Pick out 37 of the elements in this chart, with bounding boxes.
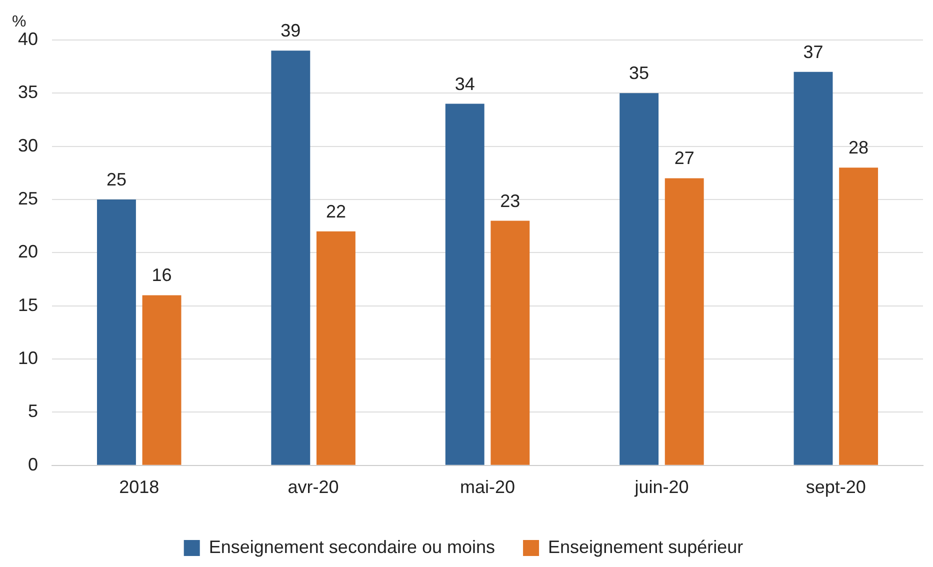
y-tick-label: 40 (18, 28, 38, 49)
bar (142, 295, 182, 465)
data-label: 34 (454, 74, 475, 94)
x-tick-label: 2018 (119, 477, 160, 498)
bar (316, 231, 356, 465)
data-label: 23 (500, 190, 520, 211)
x-tick-label: avr-20 (288, 477, 339, 498)
y-tick-label: 5 (28, 401, 38, 422)
legend-label: Enseignement secondaire ou moins (208, 536, 496, 557)
legend-label: Enseignement supérieur (548, 536, 744, 557)
y-tick-label: 35 (18, 82, 38, 102)
data-label: 37 (803, 42, 824, 62)
data-label: 25 (106, 169, 126, 190)
y-tick-label: 20 (18, 242, 38, 262)
y-tick-label: 25 (18, 188, 38, 208)
bar (445, 104, 484, 465)
data-label: 35 (629, 63, 650, 84)
data-label: 16 (152, 265, 172, 286)
y-axis-title: % (12, 13, 26, 30)
bar (97, 200, 136, 465)
x-tick-label: juin-20 (634, 477, 689, 498)
x-tick-label: sept-20 (806, 477, 866, 498)
bar (839, 168, 878, 465)
y-tick-label: 30 (18, 135, 38, 156)
bar (271, 50, 310, 465)
bar (664, 178, 704, 465)
y-tick-label: 15 (18, 294, 38, 315)
x-tick-label: mai-20 (460, 477, 516, 498)
data-label: 39 (280, 20, 301, 41)
bar (794, 72, 833, 465)
bar (490, 220, 530, 465)
data-label: 28 (848, 138, 869, 158)
data-label: 22 (326, 201, 346, 222)
y-tick-label: 10 (18, 348, 38, 368)
bar (620, 93, 659, 465)
data-label: 27 (674, 148, 694, 168)
y-tick-label: 0 (28, 454, 38, 474)
